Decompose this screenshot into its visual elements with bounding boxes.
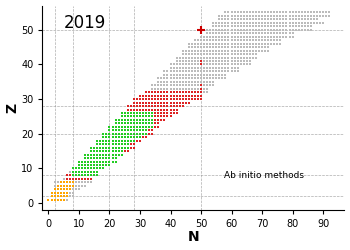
Y-axis label: Z: Z <box>6 103 20 113</box>
Text: Ab initio methods: Ab initio methods <box>224 171 303 180</box>
X-axis label: N: N <box>188 230 199 244</box>
Text: 2019: 2019 <box>63 14 106 32</box>
